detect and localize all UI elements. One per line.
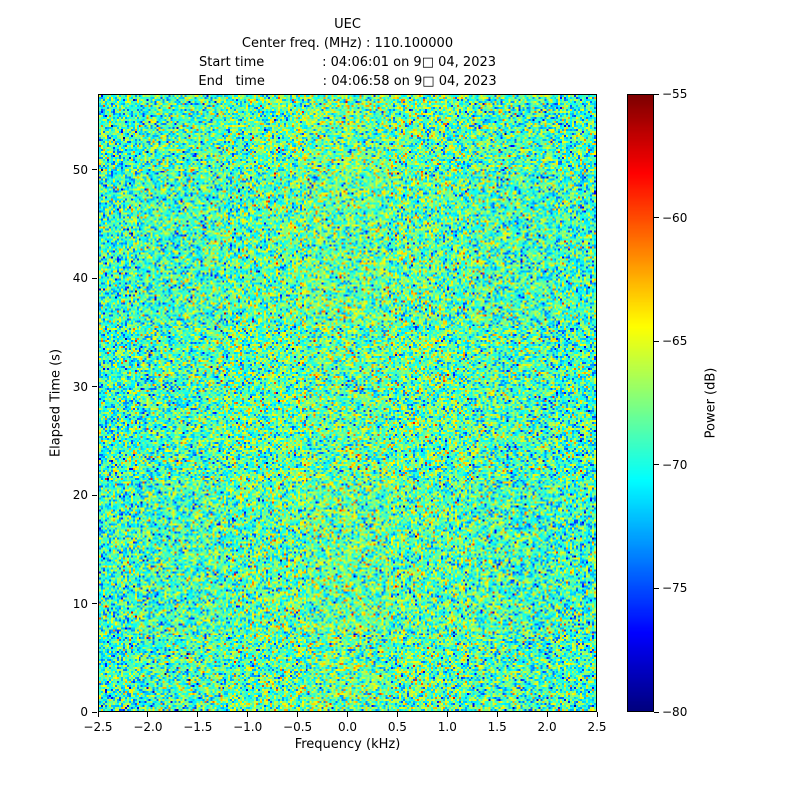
center-freq-line: Center freq. (MHz) : 110.100000 <box>241 36 454 51</box>
spectrogram-canvas <box>99 95 596 711</box>
x-tick-mark <box>197 712 199 717</box>
x-tick-mark <box>446 712 448 717</box>
x-tick-label: 1.0 <box>437 720 457 734</box>
y-tick-mark <box>92 711 97 713</box>
colorbar-tick-mark <box>654 217 659 219</box>
y-tick-mark <box>92 494 97 496</box>
x-tick-mark <box>546 712 548 717</box>
colorbar-tick-mark <box>654 587 659 589</box>
plot-area <box>98 94 597 712</box>
x-tick-mark <box>347 712 348 717</box>
y-tick-mark <box>92 169 97 171</box>
colorbar-tick-label: −55 <box>662 87 688 101</box>
x-tick-label: −0.5 <box>283 720 313 734</box>
x-tick-label: 1.5 <box>487 720 507 734</box>
colorbar-label: Power (dB) <box>703 367 719 439</box>
colorbar-tick-label: −70 <box>662 457 688 472</box>
colorbar-tick-label: −65 <box>662 334 688 349</box>
x-tick-label: 0.0 <box>337 720 358 734</box>
y-tick-label: 40 <box>72 271 88 286</box>
y-tick-label: 30 <box>72 379 88 394</box>
x-tick-label: −2.0 <box>133 720 163 734</box>
x-tick-mark <box>496 712 498 717</box>
x-tick-mark <box>396 712 398 717</box>
y-tick-label: 50 <box>72 162 88 177</box>
colorbar-tick-mark <box>654 464 659 466</box>
colorbar-tick-label: −75 <box>662 581 688 596</box>
y-tick-label: 0 <box>80 705 88 719</box>
y-tick-label: 20 <box>72 488 88 503</box>
x-tick-mark <box>596 712 598 717</box>
x-tick-label: 2.0 <box>537 720 557 734</box>
x-tick-label: −1.5 <box>183 720 213 734</box>
colorbar-tick-mark <box>654 711 659 713</box>
y-tick-label: 10 <box>72 596 88 611</box>
colorbar-tick-label: −80 <box>662 705 688 719</box>
end-time-line: End time : 04:06:58 on 9□ 04, 2023 <box>198 74 497 89</box>
x-tick-label: 0.5 <box>387 720 407 734</box>
colorbar-tick-mark <box>654 340 659 342</box>
x-tick-mark <box>147 712 149 717</box>
x-tick-mark <box>97 712 99 717</box>
start-time-line: Start time : 04:06:01 on 9□ 04, 2023 <box>198 55 497 70</box>
colorbar <box>627 94 654 712</box>
x-tick-mark <box>297 712 299 717</box>
x-tick-mark <box>247 712 249 717</box>
x-tick-label: −2.5 <box>83 720 113 734</box>
plot-header: UEC Center freq. (MHz) : 110.100000 Star… <box>98 15 597 91</box>
x-tick-label: −1.0 <box>233 720 263 734</box>
x-tick-label: 2.5 <box>587 720 607 734</box>
x-axis-label: Frequency (kHz) <box>294 737 401 752</box>
y-axis-label: Elapsed Time (s) <box>48 348 64 458</box>
y-tick-mark <box>92 603 97 605</box>
colorbar-gradient <box>628 95 653 711</box>
y-tick-mark <box>92 277 97 279</box>
y-tick-mark <box>92 386 97 388</box>
colorbar-tick-mark <box>654 93 659 95</box>
colorbar-tick-label: −60 <box>662 210 688 225</box>
plot-title: UEC <box>334 17 361 32</box>
